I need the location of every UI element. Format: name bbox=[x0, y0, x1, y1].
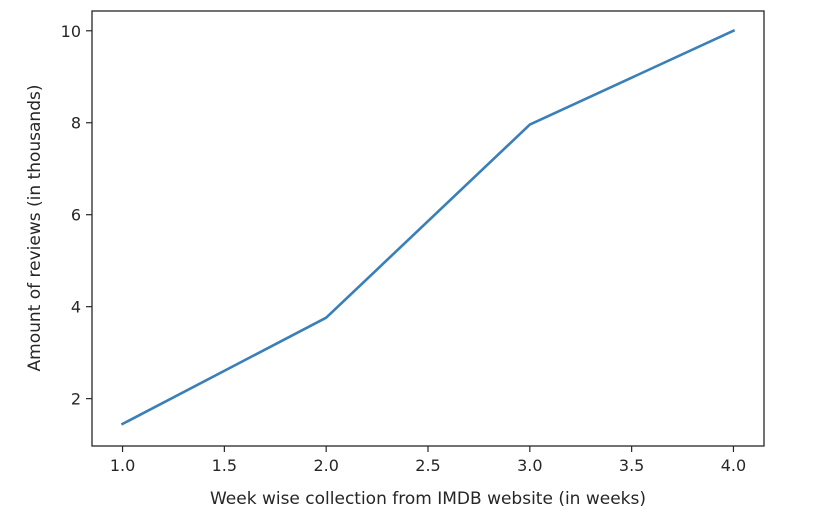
x-tick-label: 1.5 bbox=[212, 456, 237, 475]
x-tick-label: 2.5 bbox=[415, 456, 440, 475]
series-line bbox=[120, 29, 736, 426]
y-tick-label: 6 bbox=[71, 206, 81, 225]
x-tick-label: 3.0 bbox=[517, 456, 542, 475]
x-axis-label: Week wise collection from IMDB website (… bbox=[210, 489, 646, 509]
y-axis-label: Amount of reviews (in thousands) bbox=[25, 85, 45, 372]
series-layer bbox=[120, 29, 736, 426]
y-tick-label: 8 bbox=[71, 114, 81, 133]
x-tick-label: 3.5 bbox=[619, 456, 644, 475]
x-tick-label: 1.0 bbox=[110, 456, 135, 475]
y-axis-ticks: 2 4 6 8 10 bbox=[61, 22, 92, 409]
plot-area bbox=[91, 10, 765, 447]
y-tick-label: 10 bbox=[61, 22, 81, 41]
y-tick-label: 4 bbox=[71, 298, 81, 317]
x-tick-label: 4.0 bbox=[721, 456, 746, 475]
y-tick-label: 2 bbox=[71, 390, 81, 409]
x-tick-label: 2.0 bbox=[313, 456, 338, 475]
x-axis-ticks: 1.0 1.5 2.0 2.5 3.0 3.5 4.0 bbox=[110, 446, 746, 475]
